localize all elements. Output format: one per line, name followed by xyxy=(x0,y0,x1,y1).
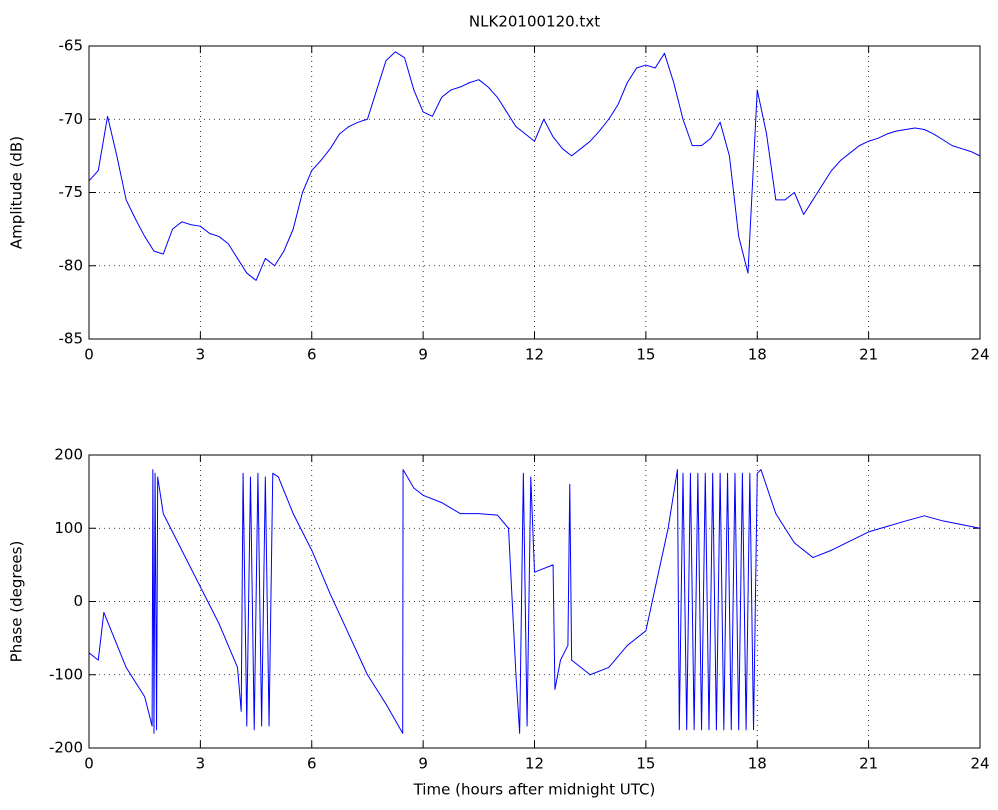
x-tick-label: 3 xyxy=(196,755,206,773)
x-tick-label: 21 xyxy=(859,755,878,773)
y-axis-label: Amplitude (dB) xyxy=(8,136,26,249)
x-tick-label: 12 xyxy=(525,346,544,364)
x-tick-label: 15 xyxy=(636,346,655,364)
x-tick-label: 24 xyxy=(970,346,989,364)
x-tick-label: 3 xyxy=(196,346,206,364)
x-tick-label: 9 xyxy=(418,346,428,364)
x-tick-label: 6 xyxy=(307,346,317,364)
chart-title: NLK20100120.txt xyxy=(469,13,600,31)
y-tick-label: -70 xyxy=(59,110,84,128)
x-tick-label: 9 xyxy=(418,755,428,773)
y-tick-label: 0 xyxy=(73,592,83,610)
axes-box xyxy=(88,45,981,340)
y-tick-label: -100 xyxy=(49,665,83,683)
y-tick-label: 200 xyxy=(54,446,83,464)
y-tick-label: 100 xyxy=(54,519,83,537)
x-tick-label: 24 xyxy=(970,755,989,773)
x-tick-label: 18 xyxy=(748,346,767,364)
data-line xyxy=(88,469,981,734)
y-tick-label: -85 xyxy=(59,330,84,348)
y-tick-label: -80 xyxy=(59,256,84,274)
x-tick-label: 0 xyxy=(84,755,94,773)
x-tick-label: 15 xyxy=(636,755,655,773)
data-line xyxy=(88,51,981,281)
axes-box xyxy=(88,454,981,749)
y-tick-label: -75 xyxy=(59,183,84,201)
y-tick-label: -200 xyxy=(49,739,83,757)
x-tick-label: 0 xyxy=(84,346,94,364)
x-tick-label: 18 xyxy=(748,755,767,773)
x-axis-label: Time (hours after midnight UTC) xyxy=(413,781,656,799)
x-tick-label: 6 xyxy=(307,755,317,773)
x-tick-label: 21 xyxy=(859,346,878,364)
y-axis-label: Phase (degrees) xyxy=(8,541,26,663)
x-tick-label: 12 xyxy=(525,755,544,773)
y-tick-label: -65 xyxy=(59,37,84,55)
